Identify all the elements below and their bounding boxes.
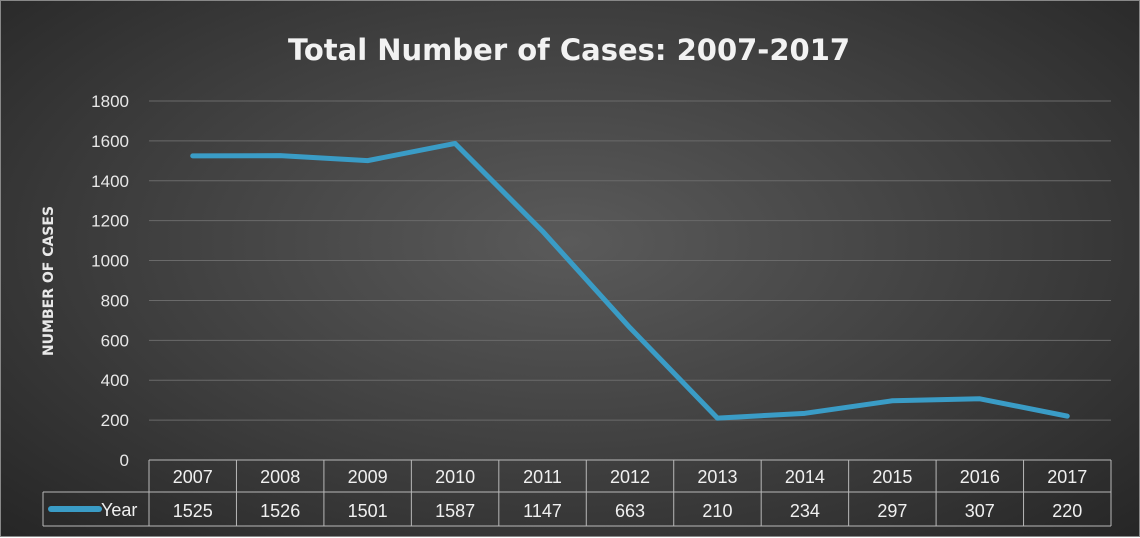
y-tick-label: 200: [101, 411, 129, 430]
x-category-label: 2008: [260, 467, 300, 487]
x-category-label: 2017: [1047, 467, 1087, 487]
data-table-value: 234: [790, 501, 820, 521]
x-category-label: 2007: [173, 467, 213, 487]
y-tick-label: 1600: [91, 132, 129, 151]
data-table-value: 220: [1052, 501, 1082, 521]
chart-title: Total Number of Cases: 2007-2017: [288, 33, 850, 67]
x-category-label: 2012: [610, 467, 650, 487]
x-category-label: 2010: [435, 467, 475, 487]
y-tick-label: 1000: [91, 252, 129, 271]
x-category-label: 2011: [523, 467, 562, 487]
data-table-value: 1147: [523, 501, 562, 521]
x-category-label: 2009: [348, 467, 388, 487]
y-tick-label: 600: [101, 331, 129, 350]
x-category-label: 2016: [960, 467, 1000, 487]
data-table-value: 307: [965, 501, 995, 521]
y-tick-label: 1200: [91, 212, 129, 231]
y-tick-label: 1400: [91, 172, 129, 191]
data-table-value: 1525: [173, 501, 213, 521]
x-category-label: 2014: [785, 467, 825, 487]
y-tick-label: 400: [101, 371, 129, 390]
y-axis-label: NUMBER OF CASES: [41, 206, 57, 356]
legend-label: Year: [101, 500, 137, 520]
x-category-label: 2015: [872, 467, 912, 487]
data-table-value: 210: [702, 501, 732, 521]
data-table-value: 1587: [435, 501, 475, 521]
y-tick-label: 1800: [91, 92, 129, 111]
data-table-value: 663: [615, 501, 645, 521]
data-table-value: 297: [877, 501, 907, 521]
data-table-value: 1526: [260, 501, 300, 521]
series-line-year: [193, 143, 1068, 418]
y-tick-label: 0: [120, 451, 129, 470]
data-table-value: 1501: [348, 501, 388, 521]
y-tick-label: 800: [101, 291, 129, 310]
x-category-label: 2013: [697, 467, 737, 487]
